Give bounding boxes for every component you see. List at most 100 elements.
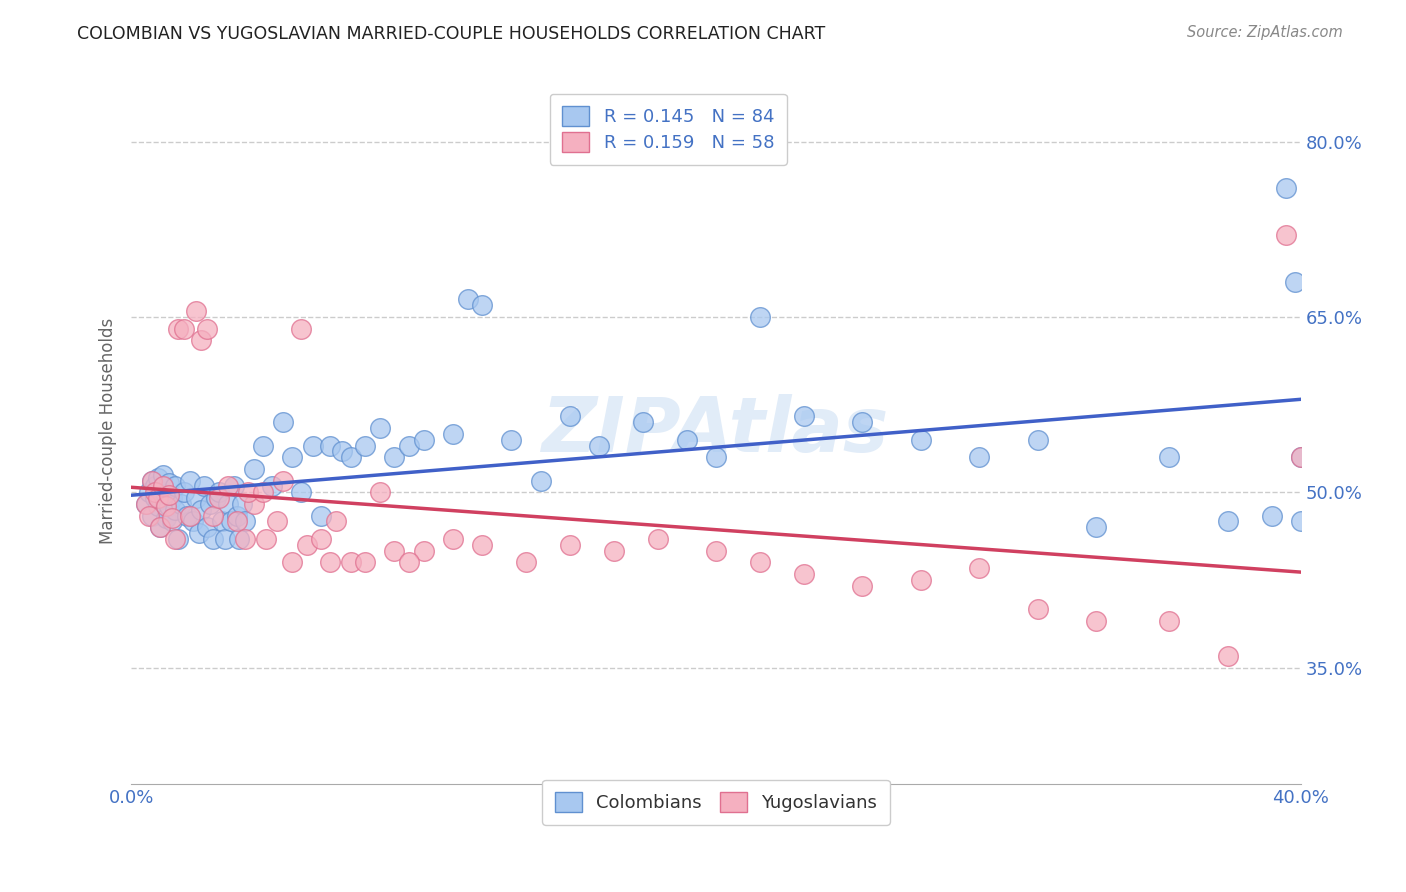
Point [1026, 602, 1049, 616]
Point [155, 500, 177, 514]
Point [222, 479, 245, 493]
Point [1284, 275, 1306, 289]
Point [187, 526, 209, 541]
Point [910, 573, 932, 587]
Point [195, 321, 218, 335]
Point [138, 485, 160, 500]
Point [233, 515, 256, 529]
Point [157, 488, 180, 502]
Point [208, 485, 231, 500]
Point [252, 438, 274, 452]
Point [225, 508, 247, 523]
Point [295, 538, 318, 552]
Point [152, 479, 174, 493]
Point [1289, 515, 1312, 529]
Point [149, 520, 172, 534]
Point [184, 491, 207, 505]
Point [179, 474, 201, 488]
Point [603, 543, 626, 558]
Point [157, 500, 180, 514]
Point [398, 438, 420, 452]
Point [441, 426, 464, 441]
Point [165, 479, 187, 493]
Point [165, 503, 187, 517]
Point [748, 555, 770, 569]
Point [281, 555, 304, 569]
Point [238, 485, 260, 500]
Point [704, 543, 727, 558]
Point [243, 497, 266, 511]
Point [252, 485, 274, 500]
Point [202, 532, 225, 546]
Point [271, 415, 294, 429]
Point [190, 334, 212, 348]
Point [515, 555, 537, 569]
Point [141, 474, 163, 488]
Point [217, 479, 239, 493]
Point [851, 415, 873, 429]
Point [160, 491, 183, 505]
Point [195, 520, 218, 534]
Point [217, 497, 239, 511]
Point [165, 532, 187, 546]
Text: COLOMBIAN VS YUGOSLAVIAN MARRIED-COUPLE HOUSEHOLDS CORRELATION CHART: COLOMBIAN VS YUGOSLAVIAN MARRIED-COUPLE … [77, 25, 825, 43]
Point [233, 532, 256, 546]
Point [271, 474, 294, 488]
Point [384, 543, 406, 558]
Point [205, 491, 228, 505]
Point [254, 532, 277, 546]
Point [967, 561, 990, 575]
Point [311, 532, 333, 546]
Point [1085, 520, 1108, 534]
Point [155, 511, 177, 525]
Text: ZIPAtlas: ZIPAtlas [543, 394, 890, 468]
Point [793, 409, 815, 424]
Point [319, 438, 342, 452]
Point [384, 450, 406, 465]
Point [301, 438, 323, 452]
Point [319, 555, 342, 569]
Point [1159, 450, 1181, 465]
Point [588, 438, 610, 452]
Point [146, 500, 169, 514]
Point [260, 479, 283, 493]
Point [135, 497, 157, 511]
Point [138, 508, 160, 523]
Point [501, 433, 523, 447]
Point [1289, 450, 1312, 465]
Point [228, 532, 250, 546]
Point [155, 488, 177, 502]
Point [184, 304, 207, 318]
Point [471, 538, 494, 552]
Point [225, 515, 247, 529]
Y-axis label: Married-couple Households: Married-couple Households [100, 318, 117, 544]
Point [290, 485, 312, 500]
Point [631, 415, 654, 429]
Point [441, 532, 464, 546]
Point [281, 450, 304, 465]
Point [558, 409, 581, 424]
Point [135, 497, 157, 511]
Point [160, 515, 183, 529]
Point [167, 532, 190, 546]
Point [141, 474, 163, 488]
Point [368, 421, 391, 435]
Point [354, 438, 377, 452]
Point [179, 508, 201, 523]
Point [149, 520, 172, 534]
Point [143, 491, 166, 505]
Point [325, 515, 347, 529]
Point [181, 515, 204, 529]
Point [173, 485, 195, 500]
Point [290, 321, 312, 335]
Point [311, 508, 333, 523]
Point [1275, 228, 1298, 243]
Point [152, 467, 174, 482]
Point [152, 479, 174, 493]
Point [170, 497, 193, 511]
Point [412, 433, 434, 447]
Point [412, 543, 434, 558]
Point [354, 555, 377, 569]
Point [558, 538, 581, 552]
Point [330, 444, 353, 458]
